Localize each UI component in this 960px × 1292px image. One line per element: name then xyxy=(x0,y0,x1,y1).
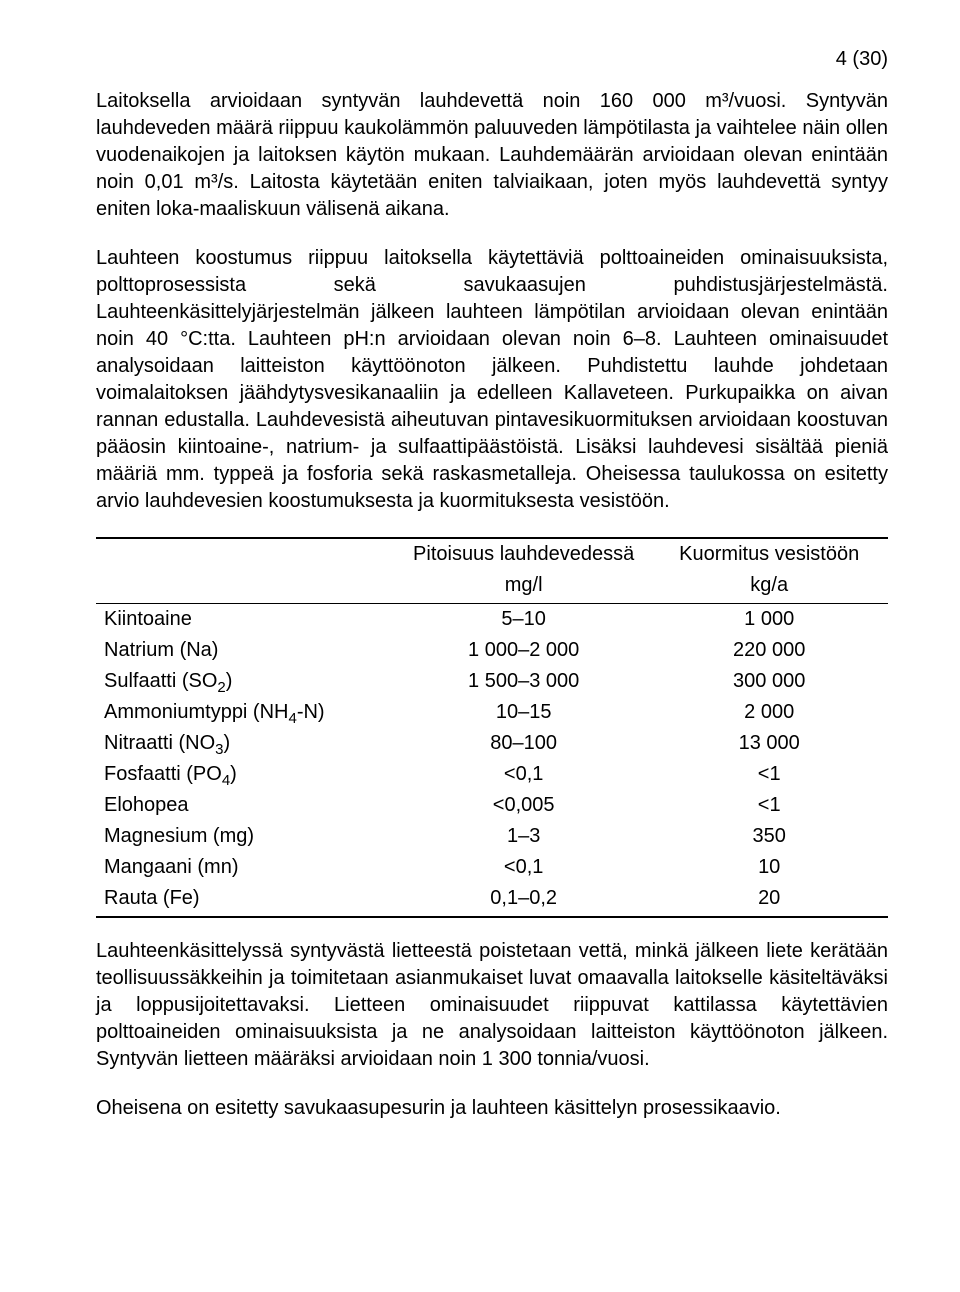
row-name: Kiintoaine xyxy=(96,604,397,636)
row-load: 13 000 xyxy=(650,728,888,759)
body-text: Laitoksella arvioidaan syntyvän lauhdeve… xyxy=(96,88,888,1122)
row-load: 2 000 xyxy=(650,697,888,728)
table-header-concentration: Pitoisuus lauhdevedessä xyxy=(397,538,650,570)
row-concentration: 5–10 xyxy=(397,604,650,636)
table-header-unit-load: kg/a xyxy=(650,570,888,604)
table-row: Elohopea<0,005<1 xyxy=(96,790,888,821)
row-concentration: <0,1 xyxy=(397,852,650,883)
row-load: 20 xyxy=(650,883,888,917)
table-header-load: Kuormitus vesistöön xyxy=(650,538,888,570)
paragraph-1: Laitoksella arvioidaan syntyvän lauhdeve… xyxy=(96,88,888,223)
row-name: Sulfaatti (SO2) xyxy=(96,666,397,697)
row-name: Natrium (Na) xyxy=(96,635,397,666)
table-header-unit-conc: mg/l xyxy=(397,570,650,604)
row-name: Mangaani (mn) xyxy=(96,852,397,883)
table-row: Magnesium (mg)1–3350 xyxy=(96,821,888,852)
row-concentration: 10–15 xyxy=(397,697,650,728)
paragraph-4: Oheisena on esitetty savukaasupesurin ja… xyxy=(96,1095,888,1122)
table-row: Kiintoaine5–101 000 xyxy=(96,604,888,636)
paragraph-3: Lauhteenkäsittelyssä syntyvästä liettees… xyxy=(96,938,888,1073)
row-concentration: 1 000–2 000 xyxy=(397,635,650,666)
row-load: 10 xyxy=(650,852,888,883)
row-load: <1 xyxy=(650,790,888,821)
table-header-empty-2 xyxy=(96,570,397,604)
row-load: 350 xyxy=(650,821,888,852)
row-concentration: <0,005 xyxy=(397,790,650,821)
row-concentration: 80–100 xyxy=(397,728,650,759)
row-concentration: 1–3 xyxy=(397,821,650,852)
row-concentration: <0,1 xyxy=(397,759,650,790)
table-row: Fosfaatti (PO4)<0,1<1 xyxy=(96,759,888,790)
row-name: Nitraatti (NO3) xyxy=(96,728,397,759)
table-header-empty xyxy=(96,538,397,570)
row-name: Fosfaatti (PO4) xyxy=(96,759,397,790)
row-concentration: 1 500–3 000 xyxy=(397,666,650,697)
row-name: Ammoniumtyppi (NH4-N) xyxy=(96,697,397,728)
row-load: 300 000 xyxy=(650,666,888,697)
table-row: Sulfaatti (SO2)1 500–3 000300 000 xyxy=(96,666,888,697)
concentration-load-table: Pitoisuus lauhdevedessä Kuormitus vesist… xyxy=(96,537,888,918)
document-page: 4 (30) Laitoksella arvioidaan syntyvän l… xyxy=(0,0,960,1292)
table-body: Kiintoaine5–101 000Natrium (Na)1 000–2 0… xyxy=(96,604,888,918)
table-row: Natrium (Na)1 000–2 000220 000 xyxy=(96,635,888,666)
row-load: 1 000 xyxy=(650,604,888,636)
page-number: 4 (30) xyxy=(836,48,888,71)
paragraph-2: Lauhteen koostumus riippuu laitoksella k… xyxy=(96,245,888,515)
table-row: Nitraatti (NO3)80–10013 000 xyxy=(96,728,888,759)
row-name: Elohopea xyxy=(96,790,397,821)
row-name: Rauta (Fe) xyxy=(96,883,397,917)
table-row: Rauta (Fe)0,1–0,220 xyxy=(96,883,888,917)
table-row: Mangaani (mn)<0,110 xyxy=(96,852,888,883)
row-name: Magnesium (mg) xyxy=(96,821,397,852)
row-load: 220 000 xyxy=(650,635,888,666)
table-row: Ammoniumtyppi (NH4-N)10–152 000 xyxy=(96,697,888,728)
row-concentration: 0,1–0,2 xyxy=(397,883,650,917)
row-load: <1 xyxy=(650,759,888,790)
